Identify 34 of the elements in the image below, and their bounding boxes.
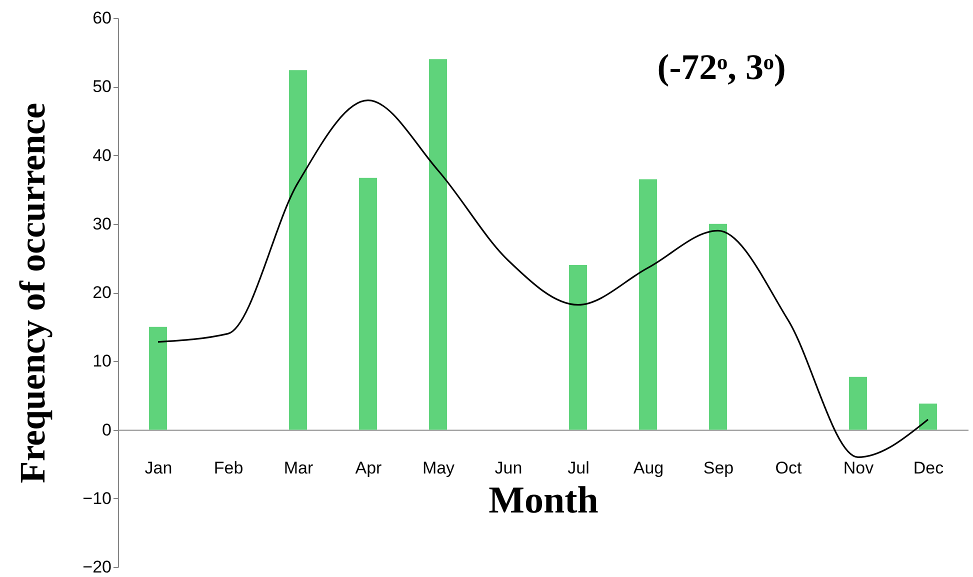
x-tick-label: Feb	[214, 458, 244, 478]
bar	[709, 224, 727, 430]
bar	[289, 70, 307, 430]
y-tick-label: 40	[92, 146, 112, 165]
x-tick-label: May	[422, 458, 456, 478]
x-tick-label: Jan	[144, 458, 172, 478]
x-tick-label: Jun	[494, 458, 522, 478]
y-tick-label: 10	[92, 352, 112, 371]
y-tick-label: 50	[92, 77, 112, 96]
y-tick-label: −20	[82, 558, 112, 576]
y-tick-label: 0	[102, 420, 112, 440]
bar	[639, 179, 657, 430]
x-tick-label: Dec	[913, 458, 944, 478]
x-tick-label: Jul	[568, 458, 590, 478]
x-tick-label: Aug	[633, 458, 664, 478]
bar	[919, 404, 937, 430]
y-tick-label: −10	[82, 488, 112, 508]
bar	[359, 178, 377, 430]
bar	[149, 326, 167, 430]
x-tick-label: Oct	[775, 458, 802, 478]
line-series	[157, 100, 929, 458]
x-tick-label: Nov	[843, 458, 874, 478]
x-axis-title: Month	[488, 479, 598, 522]
x-tick-label: Sep	[703, 458, 734, 478]
y-axis-title: Frequency of occurrence	[12, 102, 53, 484]
y-tick-label: 30	[92, 214, 112, 234]
x-tick-label: Apr	[355, 458, 382, 478]
bar	[569, 265, 587, 430]
annotation: (-72ᵒ, 3ᵒ)	[657, 47, 786, 87]
bar	[849, 376, 867, 430]
y-tick-label: 20	[92, 283, 112, 302]
x-tick-label: Mar	[284, 458, 314, 478]
bar	[429, 59, 447, 430]
y-tick-label: 60	[92, 8, 112, 28]
